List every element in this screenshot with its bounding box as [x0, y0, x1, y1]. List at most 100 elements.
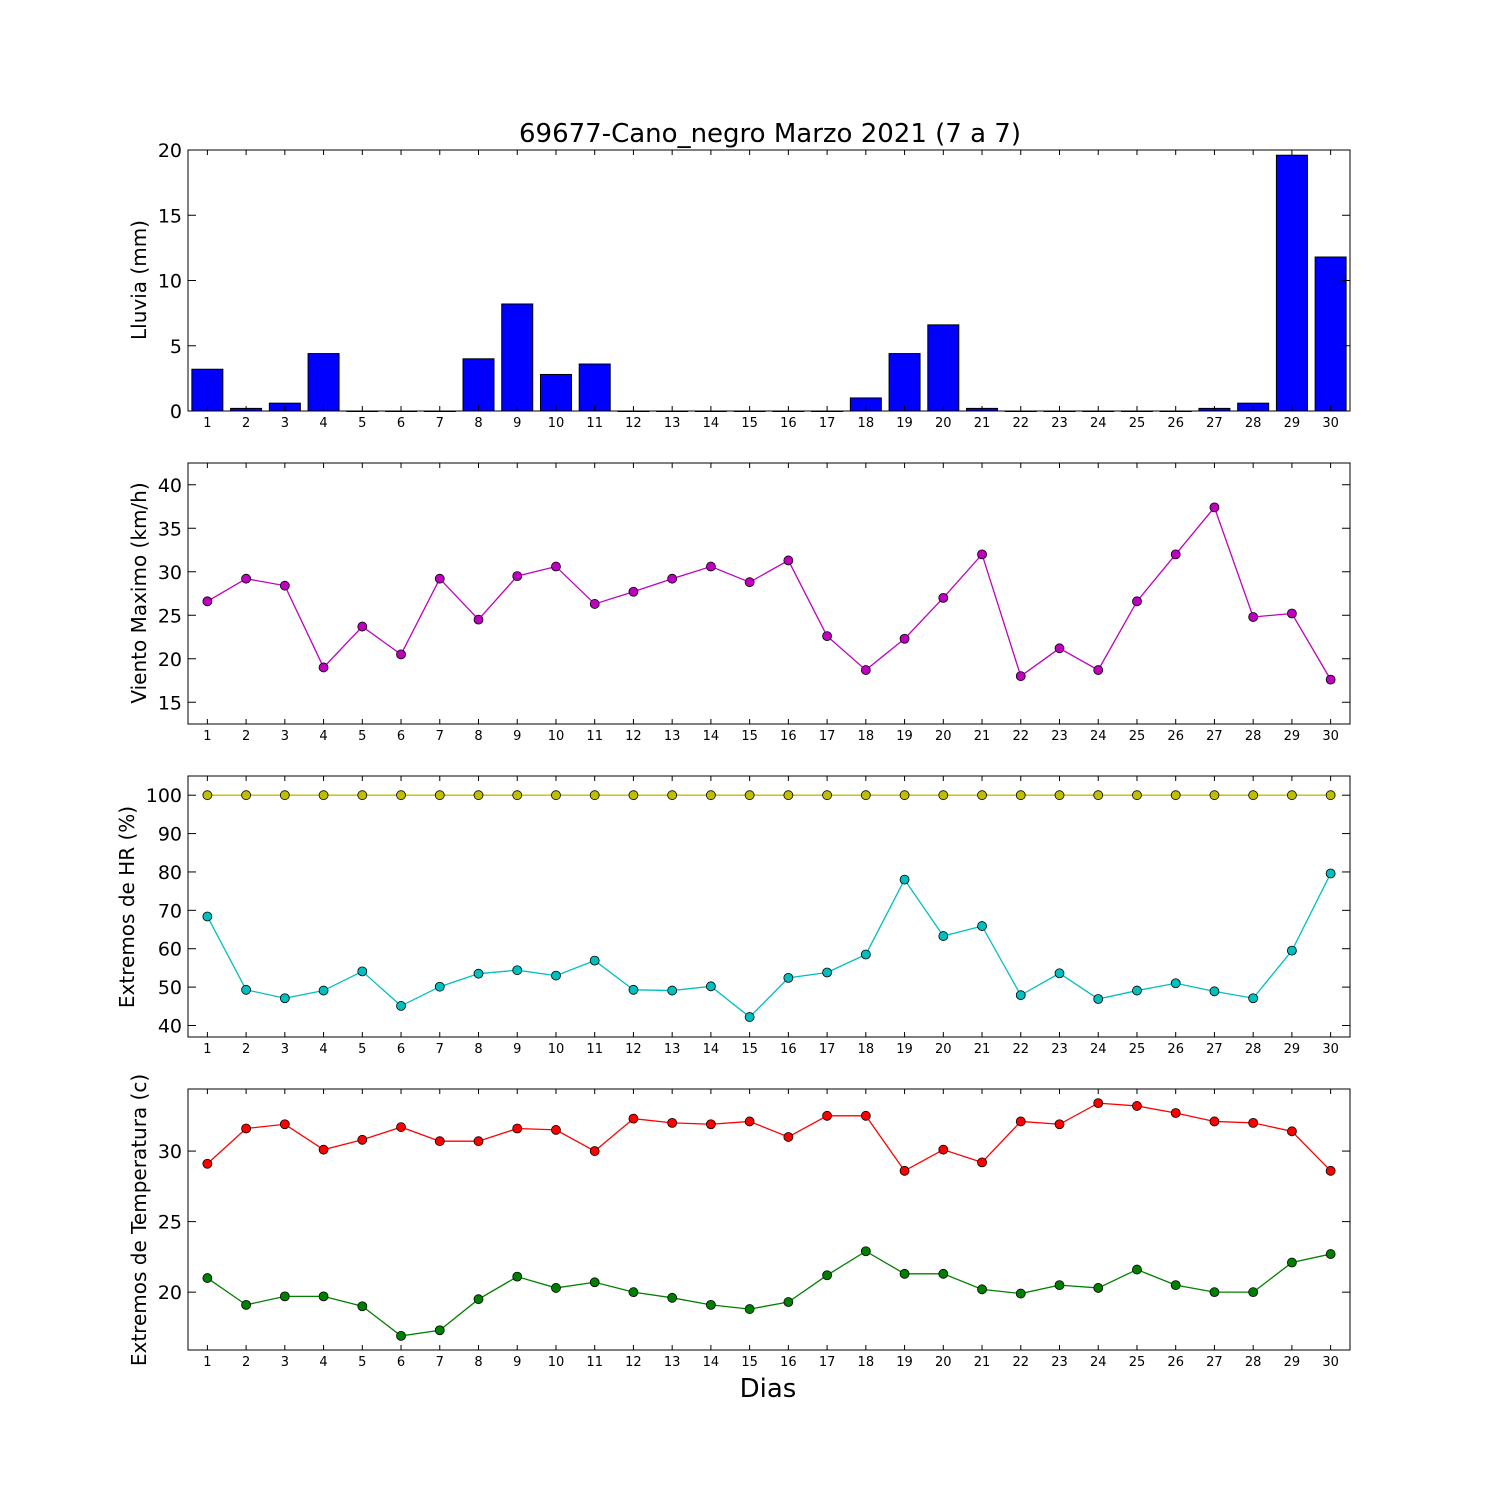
humidity-series-0-point [899, 790, 910, 801]
temperature-series-1-point [1015, 1288, 1026, 1299]
humidity-series-1-point [628, 984, 639, 995]
temperature-xtick-label: 20 [935, 1355, 952, 1370]
rain-bar [462, 358, 495, 412]
humidity-xtick-label: 4 [319, 1042, 327, 1057]
humidity-xtick-label: 12 [625, 1042, 642, 1057]
temperature-series-0-point [783, 1132, 794, 1142]
wind-series-0-point [1325, 674, 1336, 685]
wind-xtick-label: 10 [548, 729, 565, 744]
humidity-series-0-point [783, 790, 794, 801]
rain-bar [307, 353, 340, 412]
temperature-series-0-point [1132, 1101, 1142, 1111]
humidity-xtick-label: 3 [281, 1042, 289, 1057]
temperature-series-0-point [822, 1110, 832, 1121]
humidity-ytick-label: 80 [158, 862, 182, 884]
wind-series-0-point [860, 665, 871, 675]
temperature-xtick-label: 16 [780, 1355, 797, 1370]
humidity-ytick-label: 60 [158, 939, 182, 961]
wind-ytick-label: 40 [158, 475, 182, 497]
humidity-xtick-label: 5 [358, 1042, 366, 1057]
humidity-xtick-label: 9 [513, 1042, 521, 1057]
rain-xtick-label: 7 [436, 416, 444, 431]
wind-xtick-label: 9 [513, 729, 521, 744]
wind-series-0-point [628, 586, 639, 597]
wind-series-0-point [357, 621, 368, 632]
humidity-xtick-label: 25 [1129, 1042, 1146, 1057]
humidity-series-0-point [396, 790, 406, 801]
temperature-xtick-label: 2 [242, 1355, 250, 1370]
wind-series-0-point [1132, 596, 1142, 607]
temperature-series-0-point [202, 1158, 213, 1169]
humidity-ytick-label: 100 [146, 785, 182, 807]
wind-ytick-label: 35 [158, 518, 182, 540]
humidity-xtick-label: 17 [819, 1042, 836, 1057]
wind-xtick-label: 18 [858, 729, 875, 744]
temperature-xtick-label: 30 [1322, 1355, 1339, 1370]
temperature-xtick-label: 8 [474, 1355, 482, 1370]
temperature-series-0-point [512, 1123, 523, 1134]
humidity-series-0-point [1287, 790, 1297, 801]
temperature-xtick-label: 15 [741, 1355, 758, 1370]
temperature-series-1-point [357, 1301, 368, 1312]
humidity-ylabel: Extremos de HR (%) [115, 806, 139, 1008]
temperature-series-1-point [744, 1304, 755, 1314]
rain-xtick-label: 27 [1206, 416, 1223, 431]
temperature-series-0-point [1170, 1108, 1181, 1118]
rain-bar [539, 373, 572, 412]
wind-xtick-label: 25 [1129, 729, 1146, 744]
temperature-series-0-point [589, 1146, 600, 1156]
rain-xtick-label: 9 [513, 416, 521, 431]
temperature-series-1-point [1093, 1283, 1104, 1293]
temperature-series-1-point [202, 1273, 213, 1283]
wind-xtick-label: 5 [358, 729, 366, 744]
wind-series-0-point [434, 573, 445, 584]
humidity-series-1-point [318, 985, 329, 996]
humidity-xtick-label: 7 [436, 1042, 444, 1057]
humidity-series-0-point [1093, 790, 1104, 801]
rain-xtick-label: 14 [703, 416, 720, 431]
rain-bar [1314, 256, 1347, 412]
temperature-xtick-label: 29 [1284, 1355, 1301, 1370]
humidity-series-1-point [1132, 985, 1142, 996]
wind-xtick-label: 20 [935, 729, 952, 744]
humidity-series-0-point [977, 790, 987, 801]
humidity-series-1-point [667, 985, 678, 996]
rain-xtick-label: 3 [281, 416, 289, 431]
wind-series-0-point [241, 573, 252, 584]
wind-series-0-line [207, 506, 1332, 680]
humidity-xtick-label: 29 [1284, 1042, 1301, 1057]
humidity-series-1-point [860, 949, 871, 960]
humidity-xtick-label: 8 [474, 1042, 482, 1057]
humidity-series-0-point [822, 790, 832, 801]
temperature-series-1-point [551, 1283, 561, 1293]
humidity-series-1-point [434, 981, 445, 992]
temperature-xtick-label: 11 [586, 1355, 603, 1370]
humidity-series-1-point [977, 921, 987, 931]
wind-xtick-label: 28 [1245, 729, 1262, 744]
rain-bar [578, 363, 611, 412]
temperature-series-1-point [1248, 1287, 1259, 1298]
humidity-series-0-point [357, 790, 368, 801]
wind-xtick-label: 29 [1284, 729, 1301, 744]
humidity-series-1-point [1209, 986, 1220, 997]
humidity-ytick-label: 90 [158, 824, 182, 846]
temperature-xtick-label: 24 [1090, 1355, 1107, 1370]
humidity-series-1-point [744, 1012, 755, 1022]
rain-xtick-label: 13 [664, 416, 681, 431]
temperature-series-1-point [1287, 1257, 1297, 1268]
temperature-xtick-label: 13 [664, 1355, 681, 1370]
rain-ytick-label: 0 [170, 401, 182, 423]
rain-xtick-label: 25 [1129, 416, 1146, 431]
humidity-series-1-point [1015, 990, 1026, 1001]
wind-xtick-label: 26 [1167, 729, 1184, 744]
humidity-series-1-point [1054, 968, 1065, 979]
temperature-series-1-point [512, 1271, 523, 1282]
wind-xtick-label: 3 [281, 729, 289, 744]
wind-axes-frame [187, 462, 1351, 725]
rain-xtick-label: 1 [203, 416, 211, 431]
humidity-series-1-point [202, 911, 213, 922]
humidity-series-0-point [202, 790, 213, 801]
